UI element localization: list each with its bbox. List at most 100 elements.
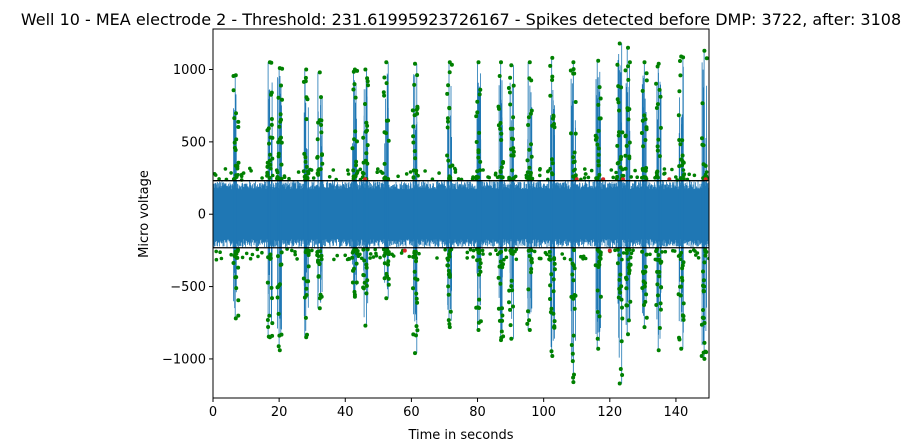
spike-marker [550, 157, 554, 162]
spike-marker [624, 251, 629, 256]
spike-marker [586, 175, 591, 180]
spike-marker [629, 175, 633, 179]
spike-marker [235, 249, 240, 254]
spike-marker [526, 287, 531, 292]
spike-marker [383, 176, 388, 181]
spike-marker [657, 326, 662, 330]
spike-marker [303, 75, 308, 80]
spike-marker [570, 351, 575, 356]
spike-marker [549, 306, 554, 311]
spike-marker [704, 250, 709, 254]
x-tick-label: 140 [664, 405, 689, 420]
spike-marker [332, 257, 336, 262]
spike-marker [260, 176, 264, 180]
spike-marker [382, 75, 387, 80]
spike-marker [550, 116, 555, 121]
spike-marker [678, 142, 683, 147]
spike-marker [310, 248, 314, 253]
spike-marker [414, 324, 419, 329]
spike-marker [446, 258, 451, 262]
spike-marker [248, 256, 253, 261]
spike-marker [315, 137, 320, 142]
spike-marker [477, 265, 482, 270]
spike-marker [386, 259, 391, 264]
spike-marker [319, 253, 324, 258]
spike-marker [528, 111, 533, 116]
spike-marker [702, 321, 707, 325]
spike-marker [476, 60, 481, 65]
spike-marker [594, 176, 599, 181]
spike-marker [688, 249, 693, 254]
spike-marker [501, 161, 505, 165]
spike-marker [497, 106, 501, 111]
signal-trace [213, 180, 709, 248]
spike-marker [644, 292, 649, 297]
spike-marker [509, 251, 514, 256]
spike-marker [696, 255, 701, 260]
spike-marker [681, 317, 686, 322]
spike-marker [595, 336, 600, 341]
spike-marker [415, 73, 420, 78]
spike-marker [275, 295, 280, 300]
spike-marker [529, 108, 534, 113]
spike-marker [538, 167, 542, 171]
spike-marker [411, 134, 416, 139]
spike-marker [278, 262, 283, 267]
spike-marker [525, 158, 530, 163]
x-tick-label: 100 [531, 405, 556, 420]
spike-marker [583, 167, 587, 171]
spike-marker [657, 270, 662, 274]
spike-marker [361, 273, 366, 277]
spike-marker [317, 70, 322, 75]
spike-marker [270, 296, 274, 301]
spike-marker [382, 253, 387, 258]
spike-marker [477, 297, 482, 302]
spike-marker [374, 251, 378, 256]
spike-marker [478, 159, 483, 164]
y-tick-label: 500 [181, 135, 206, 150]
spike-marker [654, 81, 659, 86]
spike-marker [597, 314, 602, 319]
spike-marker [618, 290, 623, 295]
spike-marker [702, 356, 707, 361]
spike-marker [353, 129, 358, 134]
spike-marker [508, 102, 513, 107]
spike-marker [499, 131, 504, 136]
spike-marker [527, 328, 532, 332]
spike-marker [384, 271, 389, 276]
spike-marker [229, 252, 233, 257]
spike-marker [616, 295, 621, 300]
spike-marker [365, 143, 370, 148]
spike-marker [641, 175, 646, 180]
spike-marker [550, 55, 555, 60]
spike-marker [499, 338, 503, 343]
spike-marker [384, 60, 389, 65]
spike-marker [265, 164, 270, 169]
spike-marker [663, 249, 668, 254]
burst-trace [303, 69, 309, 338]
spike-marker [233, 163, 238, 168]
spike-marker [343, 253, 348, 258]
spike-marker [278, 119, 283, 124]
spike-marker [364, 151, 369, 156]
spike-marker [597, 85, 602, 90]
spike-marker [268, 252, 273, 257]
spike-marker [414, 291, 419, 296]
spike-marker [547, 249, 552, 254]
spike-marker [265, 280, 270, 285]
spike-marker [654, 173, 659, 178]
spike-marker [302, 295, 307, 300]
spike-marker [679, 346, 684, 351]
spike-marker [596, 346, 601, 351]
spike-marker [701, 283, 705, 288]
spike-marker [265, 318, 270, 322]
spike-marker [232, 145, 237, 150]
spike-marker [678, 59, 682, 63]
y-tick-label: 1000 [173, 63, 206, 78]
spike-marker [234, 111, 238, 116]
spike-marker [552, 324, 557, 329]
plot-frame [212, 28, 710, 399]
spike-marker [345, 257, 350, 262]
spike-marker [446, 119, 450, 124]
spike-marker [315, 249, 320, 254]
